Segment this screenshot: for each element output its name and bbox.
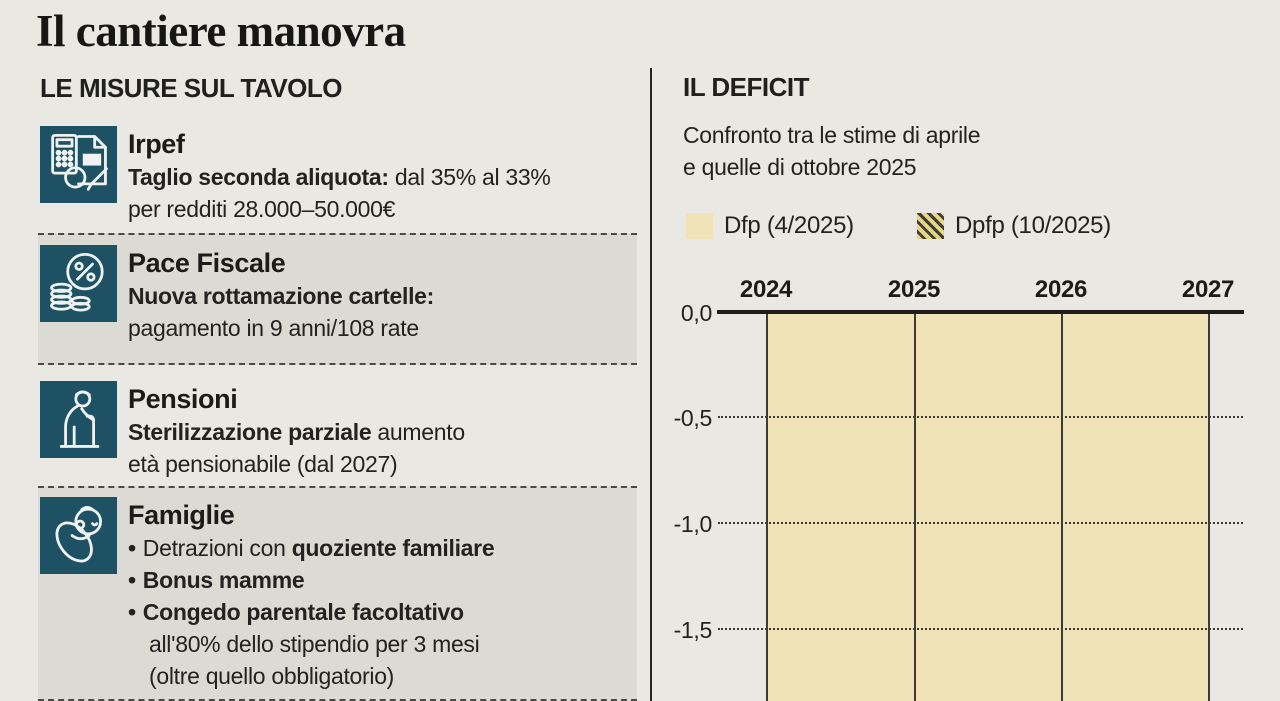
elderly-person-cane-glyph (59, 390, 100, 448)
deficit-bar (766, 314, 914, 701)
text-segment-bold: Nuova rottamazione cartelle: (128, 283, 435, 309)
deficit-section-title: IL DEFICIT (683, 72, 809, 102)
legend-swatch-solid (686, 213, 713, 239)
deficit-bar (1061, 314, 1208, 701)
measure-bullet: Congedo parentale facoltativo (128, 596, 633, 628)
calculator-document-icon (40, 126, 117, 203)
legend-swatch-hatched (917, 213, 944, 239)
measures-section-title: LE MISURE SUL TAVOLO (40, 73, 343, 103)
measure-pace-fiscale: Pace Fiscale Nuova rottamazione cartelle… (128, 246, 633, 344)
measure-famiglie: Famiglie Detrazioni con quoziente famili… (128, 498, 633, 692)
x-axis-year-label: 2027 (1181, 276, 1235, 303)
highlight-band-pace-fiscale (38, 233, 637, 365)
measure-pensioni: Pensioni Sterilizzazione parziale aument… (128, 382, 633, 480)
measure-desc-line: Nuova rottamazione cartelle: (128, 280, 633, 312)
measure-bullet-continuation: (oltre quello obbligatorio) (149, 663, 395, 689)
y-axis-tick-label: -0,5 (673, 405, 713, 431)
text-segment: dal 35% al 33% (388, 164, 551, 190)
measure-desc-line: Sterilizzazione parziale aumento (128, 416, 633, 448)
bar-separator-line (1061, 312, 1063, 701)
legend-label: Dpfp (10/2025) (955, 212, 1111, 239)
elderly-person-cane-icon (40, 381, 117, 458)
legend-entry-dpfp: Dpfp (10/2025) (917, 212, 1111, 240)
bar-separator-line (914, 312, 916, 701)
measure-title: Famiglie (128, 500, 235, 530)
gridline (718, 628, 1243, 630)
measure-title: Pace Fiscale (128, 248, 286, 278)
measure-irpef: Irpef Taglio seconda aliquota: dal 35% a… (128, 127, 633, 225)
deficit-bar (914, 314, 1061, 701)
y-axis-tick-label: 0,0 (680, 300, 712, 326)
measure-title: Pensioni (128, 384, 238, 414)
measure-desc-line: per redditi 28.000–50.000€ (128, 196, 396, 222)
text-segment-bold: Taglio seconda aliquota: (128, 164, 389, 190)
measure-desc-line: pagamento in 9 anni/108 rate (128, 315, 419, 341)
text-segment-bold: quoziente familiare (291, 535, 495, 561)
measure-bullet: Bonus mamme (128, 564, 633, 596)
measure-bullet: Detrazioni con quoziente familiare (128, 532, 633, 564)
swaddled-baby-glyph (55, 506, 103, 563)
percent-coins-glyph (50, 252, 104, 312)
swaddled-baby-icon (40, 497, 117, 574)
gridline (718, 522, 1243, 524)
gridline (718, 416, 1243, 418)
page-title: Il cantiere manovra (36, 6, 406, 56)
bar-separator-line (1208, 312, 1210, 701)
deficit-subtitle-line1: Confronto tra le stime di aprile (683, 122, 981, 148)
x-axis-year-label: 2025 (887, 276, 941, 303)
text-segment-bold: Sterilizzazione parziale (128, 419, 372, 445)
section-divider-line (650, 68, 652, 701)
y-axis-tick-label: -1,0 (673, 511, 713, 537)
measure-bullet-continuation: all'80% dello stipendio per 3 mesi (149, 631, 480, 657)
bar-separator-line (766, 312, 768, 701)
calculator-document-glyph (51, 133, 108, 191)
zero-axis-line (717, 310, 1244, 314)
measure-desc-line: Taglio seconda aliquota: dal 35% al 33% (128, 161, 633, 193)
text-segment: Detrazioni con (142, 535, 292, 561)
percent-coins-icon (40, 245, 117, 322)
measure-title: Irpef (128, 129, 185, 159)
legend-label: Dfp (4/2025) (724, 212, 854, 239)
legend-entry-dfp: Dfp (4/2025) (686, 212, 854, 240)
deficit-subtitle: Confronto tra le stime di aprile e quell… (683, 119, 981, 183)
text-segment: aumento (371, 419, 465, 445)
measure-desc-line: età pensionabile (dal 2027) (128, 451, 398, 477)
x-axis-year-label: 2026 (1034, 276, 1088, 303)
y-axis-tick-label: -1,5 (673, 617, 713, 643)
deficit-subtitle-line2: e quelle di ottobre 2025 (683, 154, 917, 180)
x-axis-year-label: 2024 (739, 276, 793, 303)
